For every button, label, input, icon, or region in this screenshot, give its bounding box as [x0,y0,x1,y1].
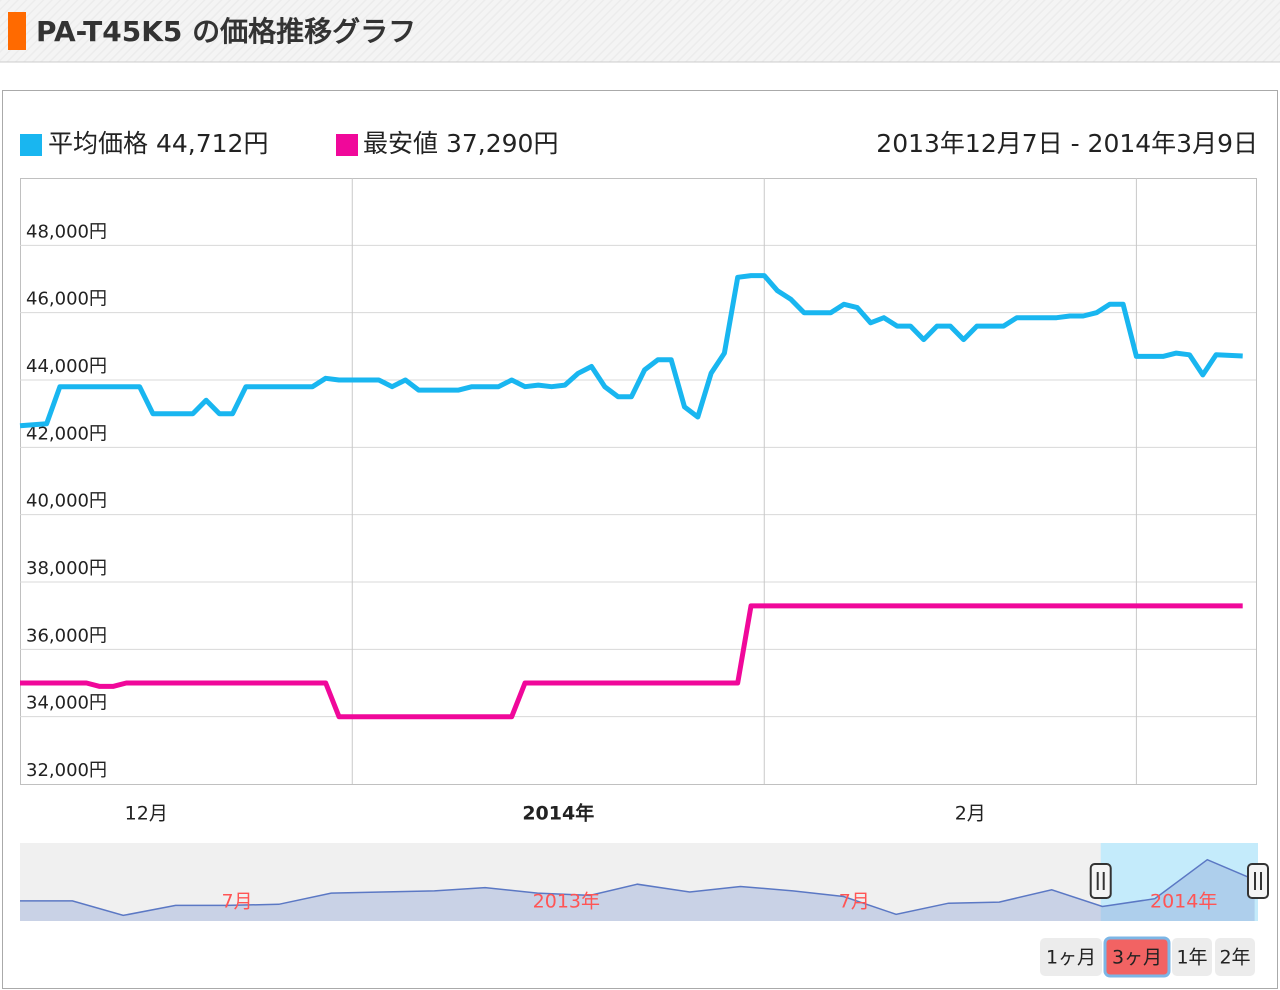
header-bar [0,0,1280,62]
legend-swatch [20,134,42,156]
range-button-label[interactable]: 3ヶ月 [1112,947,1162,969]
navigator-line [20,858,1255,917]
x-tick-label: 2014年 [522,802,594,825]
range-button[interactable] [1172,938,1212,976]
range-button[interactable] [1040,938,1102,976]
navigator-handle[interactable] [1089,863,1112,899]
navigator-label: 2013年 [533,891,600,913]
range-button[interactable] [1103,936,1171,978]
y-tick-label: 44,000円 [26,356,107,377]
navigator-handle[interactable] [1247,863,1269,899]
y-tick-label: 48,000円 [26,221,107,242]
price-line [20,603,1243,720]
navigator-area [20,843,1258,921]
range-button-label[interactable]: 1年 [1176,947,1207,969]
y-tick-label: 40,000円 [26,491,107,512]
y-tick-label: 42,000円 [26,423,107,444]
legend-name: 最安値 [363,129,438,158]
navigator-area-fill [20,859,1255,921]
legend-value: 44,712円 [156,129,268,158]
legend-value: 37,290円 [446,129,558,158]
header-marker [8,12,26,50]
legend-name: 平均価格 [48,129,148,158]
range-button[interactable] [1215,938,1255,976]
page-title: PA-T45K5 の価格推移グラフ [36,15,416,48]
navigator-label: 7月 [839,891,870,913]
legend-swatch [336,134,358,156]
range-button-label[interactable]: 2年 [1219,947,1250,969]
y-tick-label: 32,000円 [26,760,107,781]
plot-area [20,178,1257,785]
legend-entry: 最安値 37,290円 [363,129,558,158]
y-tick-label: 36,000円 [26,625,107,646]
y-tick-label: 38,000円 [26,558,107,579]
x-tick-label: 12月 [125,803,168,825]
date-range: 2013年12月7日 - 2014年3月9日 [876,129,1258,158]
navigator-selection [1100,843,1258,921]
range-button-label[interactable]: 1ヶ月 [1046,947,1096,969]
x-tick-label: 2月 [955,803,986,825]
navigator-label: 2014年 [1150,891,1217,913]
price-line [19,273,1243,429]
navigator-label: 7月 [221,891,252,913]
y-tick-label: 34,000円 [26,693,107,714]
legend-entry: 平均価格 44,712円 [48,129,268,158]
y-tick-label: 46,000円 [26,289,107,310]
